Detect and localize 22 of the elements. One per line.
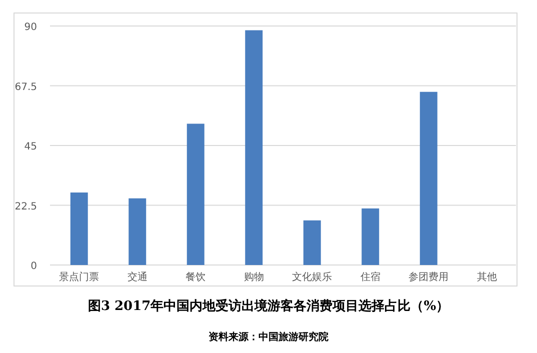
x-tick-label: 文化娱乐 [292,271,332,283]
bar [245,30,263,265]
x-tick-label: 购物 [244,272,264,283]
bar [303,220,321,265]
x-tick-label: 住宿 [360,271,380,283]
x-tick-label: 参团费用 [408,271,449,283]
y-tick-label: 22.5 [14,201,37,212]
y-tick-label: 67.5 [14,82,37,93]
x-tick-label: 其他 [476,271,497,283]
x-tick-label: 餐饮 [186,271,206,283]
bar [362,208,380,265]
text: 图3 2017年中国内地受访出境游客各消费项目选择占比（%） [88,298,450,314]
y-tick-label: 90 [24,22,37,33]
y-tick-label: 45 [24,142,37,152]
y-tick-label: 0 [30,261,37,272]
bar [186,124,204,265]
text: 资料来源：中国旅游研究院 [208,331,328,343]
bar [128,198,146,265]
x-tick-label: 景点门票 [59,271,100,283]
x-tick-label: 交通 [127,271,148,283]
bar [70,192,88,265]
bar [420,92,438,265]
